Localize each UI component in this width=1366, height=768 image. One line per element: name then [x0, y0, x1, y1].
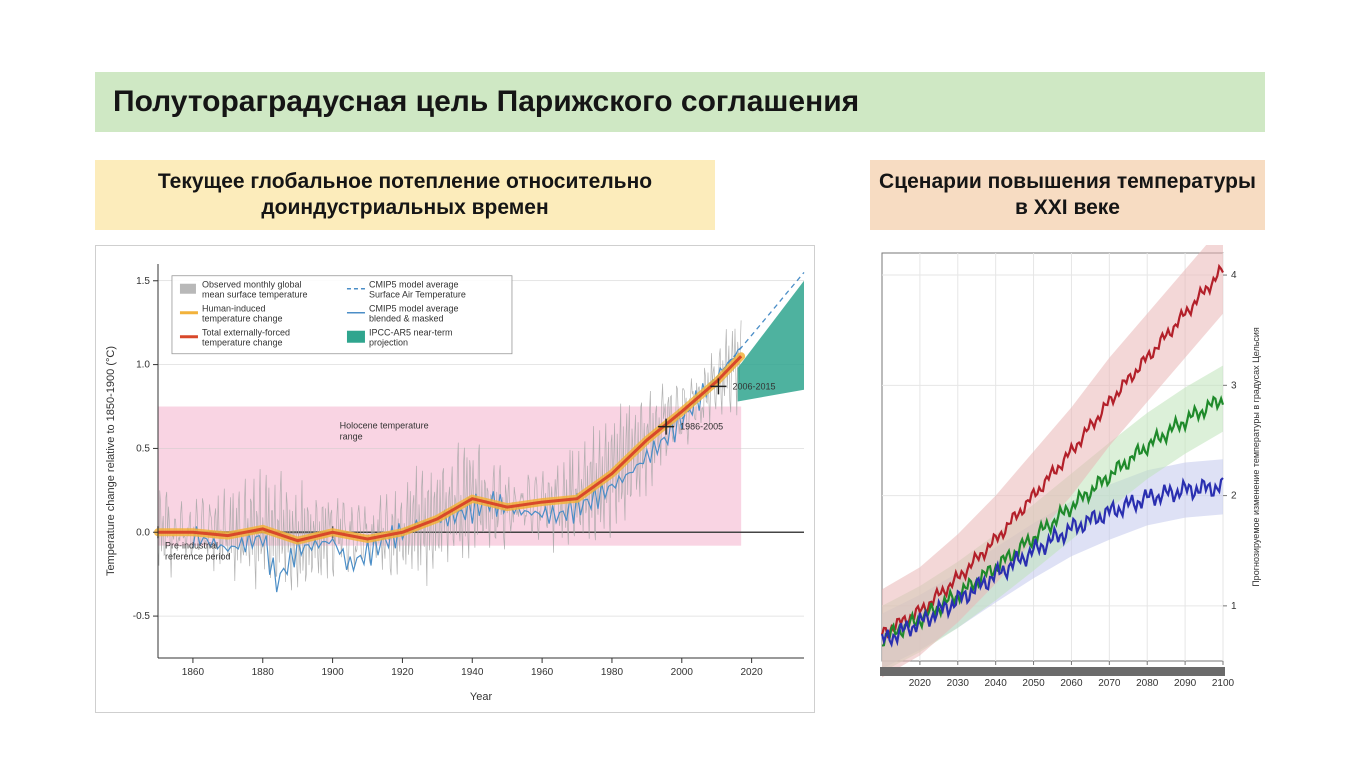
- svg-text:CMIP5 model average: CMIP5 model average: [369, 280, 459, 290]
- slide-title: Полутораградусная цель Парижского соглаш…: [113, 85, 859, 119]
- subtitle-right-text: Сценарии повышения температуры в XXI век…: [870, 169, 1265, 222]
- svg-text:2020: 2020: [909, 678, 932, 689]
- svg-text:2030: 2030: [947, 678, 970, 689]
- left-chart: 1986-2005 2006-2015 Holocene temperaturera…: [96, 246, 814, 712]
- svg-text:2100: 2100: [1212, 678, 1235, 689]
- svg-text:Observed monthly global: Observed monthly global: [202, 280, 302, 290]
- svg-text:0.5: 0.5: [136, 443, 150, 454]
- subtitle-left: Текущее глобальное потепление относитель…: [95, 160, 715, 230]
- svg-text:2000: 2000: [671, 667, 694, 678]
- svg-text:Pre-industrial: Pre-industrial: [165, 540, 218, 550]
- svg-text:2: 2: [1231, 491, 1237, 502]
- svg-text:1960: 1960: [531, 667, 554, 678]
- svg-text:1860: 1860: [182, 667, 205, 678]
- svg-text:1: 1: [1231, 601, 1237, 612]
- svg-text:Surface Air Temperature: Surface Air Temperature: [369, 290, 466, 300]
- svg-text:CMIP5 model average: CMIP5 model average: [369, 304, 459, 314]
- svg-text:IPCC-AR5 near-term: IPCC-AR5 near-term: [369, 328, 453, 338]
- title-band: Полутораградусная цель Парижского соглаш…: [95, 72, 1265, 132]
- svg-text:1.5: 1.5: [136, 276, 150, 287]
- svg-text:mean surface temperature: mean surface temperature: [202, 290, 308, 300]
- svg-text:range: range: [340, 431, 363, 441]
- svg-text:Total externally-forced: Total externally-forced: [202, 328, 290, 338]
- svg-text:1986-2005: 1986-2005: [680, 422, 723, 432]
- svg-text:2020: 2020: [740, 667, 763, 678]
- svg-text:2050: 2050: [1022, 678, 1045, 689]
- subtitle-left-text: Текущее глобальное потепление относитель…: [95, 169, 715, 222]
- svg-text:2070: 2070: [1098, 678, 1121, 689]
- svg-text:3: 3: [1231, 380, 1237, 391]
- right-chart-container: 1 2 3 4 2020 2030 2040 2050 2060 2070 2080 2090 2100…: [870, 245, 1265, 713]
- svg-text:1920: 1920: [391, 667, 414, 678]
- right-chart: 1 2 3 4 2020 2030 2040 2050 2060 2070 2080 2090 2100…: [870, 245, 1265, 713]
- svg-text:reference period: reference period: [165, 551, 231, 561]
- svg-text:temperature change: temperature change: [202, 314, 283, 324]
- svg-text:Temperature change relative to: Temperature change relative to 1850-1900…: [105, 346, 117, 576]
- svg-text:2090: 2090: [1174, 678, 1197, 689]
- svg-text:1880: 1880: [252, 667, 275, 678]
- svg-text:1900: 1900: [321, 667, 344, 678]
- svg-text:2080: 2080: [1136, 678, 1159, 689]
- svg-text:blended & masked: blended & masked: [369, 314, 444, 324]
- subtitle-right: Сценарии повышения температуры в XXI век…: [870, 160, 1265, 230]
- svg-text:Прогнозируемое изменение темпе: Прогнозируемое изменение температуры в г…: [1251, 327, 1261, 587]
- svg-text:0.0: 0.0: [136, 527, 150, 538]
- svg-text:1940: 1940: [461, 667, 484, 678]
- svg-text:projection: projection: [369, 338, 408, 348]
- svg-text:-0.5: -0.5: [133, 611, 151, 622]
- svg-text:temperature change: temperature change: [202, 338, 283, 348]
- svg-text:Year: Year: [470, 691, 493, 703]
- svg-text:Human-induced: Human-induced: [202, 304, 266, 314]
- svg-text:Holocene temperature: Holocene temperature: [340, 420, 429, 430]
- left-chart-container: 1986-2005 2006-2015 Holocene temperaturera…: [95, 245, 815, 713]
- svg-text:2040: 2040: [985, 678, 1008, 689]
- svg-text:1.0: 1.0: [136, 360, 150, 371]
- svg-text:1980: 1980: [601, 667, 624, 678]
- svg-text:2060: 2060: [1060, 678, 1083, 689]
- svg-text:4: 4: [1231, 270, 1237, 281]
- svg-text:2006-2015: 2006-2015: [732, 381, 775, 391]
